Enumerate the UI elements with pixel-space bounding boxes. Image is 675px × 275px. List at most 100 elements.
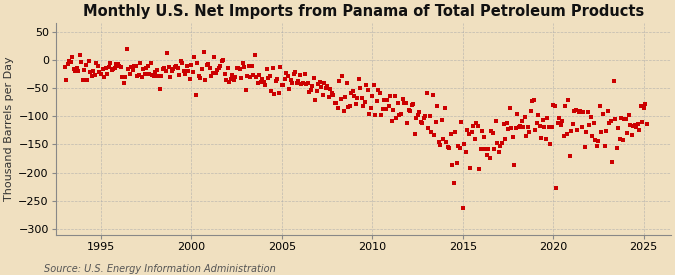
Point [183,69,194,73]
Point [194,73,205,78]
Point [109,66,120,70]
Point [480,147,491,151]
Point [177,61,188,65]
Point [640,102,651,106]
Point [236,76,246,81]
Point [608,79,619,83]
Point [306,84,317,89]
Point [328,93,339,97]
Point [379,98,389,102]
Point [337,74,348,78]
Point [99,75,109,79]
Point [275,65,286,69]
Point [162,51,173,55]
Point [349,94,360,98]
Point [416,121,427,125]
Point [68,67,79,72]
Point [319,81,329,85]
Point [106,68,117,73]
Point [439,106,450,110]
Point [629,123,640,127]
Point [67,54,78,59]
Point [113,64,124,68]
Point [464,132,475,137]
Point [589,121,599,126]
Point [458,205,468,210]
Point [462,128,472,132]
Point [204,66,215,70]
Point [420,113,431,118]
Point [234,67,245,71]
Point [144,72,155,77]
Point [286,78,296,82]
Point [516,119,527,123]
Point [364,112,375,117]
Point [376,113,387,117]
Point [119,75,130,79]
Point [267,65,278,70]
Point [326,91,337,95]
Point [316,85,327,89]
Point [182,64,192,68]
Point [243,64,254,68]
Point [305,88,316,92]
Point [59,64,70,69]
Point [616,116,626,120]
Point [299,72,310,76]
Point [409,132,420,136]
Point [188,70,198,75]
Point [85,70,96,74]
Point [223,79,234,84]
Point [450,130,460,134]
Point [344,104,355,109]
Point [619,117,630,122]
Point [628,124,639,128]
Point [593,139,604,144]
Point [290,70,301,74]
Point [620,117,631,122]
Point [159,65,169,70]
Point [263,75,274,80]
Point [329,100,340,105]
Point [161,68,171,73]
Point [195,76,206,81]
Point [102,72,113,76]
Point [585,115,596,119]
Point [323,95,334,99]
Point [429,132,439,137]
Point [228,78,239,82]
Point [361,82,372,87]
Point [331,101,342,105]
Point [365,106,376,110]
Point [475,147,486,152]
Point [189,54,200,59]
Point [584,123,595,128]
Point [410,116,421,121]
Point [634,127,645,132]
Point [142,64,153,68]
Point [84,59,95,63]
Point [436,118,447,122]
Point [468,123,479,128]
Point [578,110,589,114]
Point [486,129,497,133]
Point [355,85,366,90]
Point [617,138,628,142]
Point [613,126,624,130]
Point [251,75,262,79]
Point [375,90,385,95]
Point [391,116,402,120]
Point [322,84,333,88]
Point [107,67,118,71]
Point [238,61,248,65]
Point [537,118,548,122]
Point [448,181,459,185]
Point [362,87,373,92]
Point [438,136,449,141]
Point [549,103,560,108]
Point [174,73,185,77]
Point [358,104,369,109]
Point [273,90,284,95]
Point [531,120,542,125]
Point [574,109,585,114]
